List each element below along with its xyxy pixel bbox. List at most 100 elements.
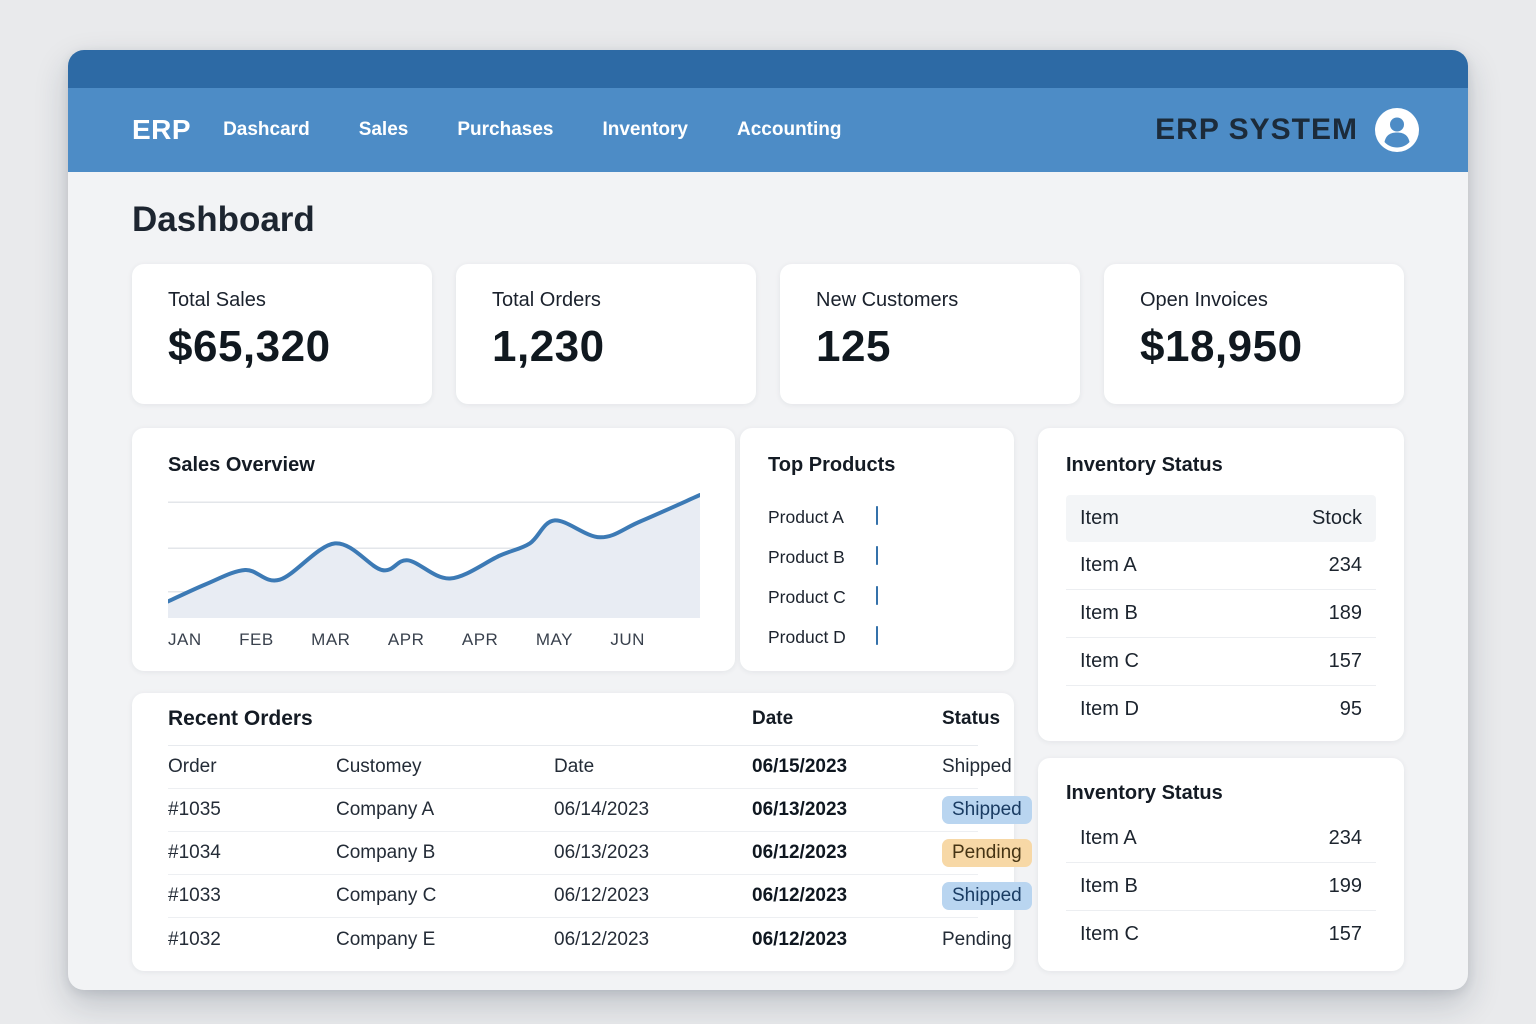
x-tick: FEB xyxy=(239,630,274,649)
nav-item-accounting[interactable]: Accounting xyxy=(737,119,842,140)
column-header-date: Date xyxy=(752,708,794,729)
bar-label: Product B xyxy=(768,546,845,567)
status-badge: Shipped xyxy=(942,796,1032,824)
dashboard-content: Dashboard Total Sales $65,320 Total Orde… xyxy=(68,172,1468,971)
stat-label: Total Sales xyxy=(168,289,266,311)
cell-item: Item B xyxy=(1080,875,1138,897)
cell-stock: 199 xyxy=(1328,875,1362,897)
cell-order: #1032 xyxy=(168,928,221,950)
cell-stock: 234 xyxy=(1328,827,1362,849)
cell-item: Item C xyxy=(1080,650,1139,672)
cell-date2: 06/13/2023 xyxy=(752,799,848,820)
table-row[interactable]: #1033 Company C 06/12/2023 06/12/2023 Sh… xyxy=(168,875,1032,918)
cell-customer: Company E xyxy=(336,928,436,950)
bar-row-product-b: Product B xyxy=(768,537,990,577)
cell-item: Item C xyxy=(1080,923,1139,945)
cell-stock: 157 xyxy=(1328,650,1362,672)
cell-customer: Company A xyxy=(336,799,435,820)
status-badge: Shipped xyxy=(942,882,1032,910)
user-avatar-icon[interactable] xyxy=(1374,107,1420,153)
stat-label: Total Orders xyxy=(492,289,601,311)
recent-orders-header: Recent Orders Date Status xyxy=(168,693,1000,746)
cell-item: Item D xyxy=(1080,698,1139,720)
table-row[interactable]: Item D 95 xyxy=(1066,686,1376,733)
stat-card-open-invoices: Open Invoices $18,950 xyxy=(1104,264,1404,404)
cell-date2: 06/15/2023 xyxy=(752,756,848,777)
bar-product-d xyxy=(876,626,878,645)
table-row[interactable]: Item C 157 xyxy=(1066,638,1376,686)
bar-row-product-c: Product C xyxy=(768,577,990,617)
cell-item: Item B xyxy=(1080,602,1138,624)
cell-date: 06/14/2023 xyxy=(554,799,650,820)
cell-item: Item A xyxy=(1080,827,1137,849)
table-row[interactable]: Item B 189 xyxy=(1066,590,1376,638)
stat-label: New Customers xyxy=(816,289,959,311)
cell-status: Shipped xyxy=(942,756,1012,777)
sales-overview-card: Sales Overview JAN FEB MAR APR APR MAY J… xyxy=(132,428,735,671)
nav-item-purchases[interactable]: Purchases xyxy=(457,119,554,140)
inventory-table: Item Stock Item A 234 Item B 189 Item xyxy=(1066,495,1376,733)
column-header-status: Status xyxy=(942,708,1001,729)
table-row[interactable]: #1035 Company A 06/14/2023 06/13/2023 Sh… xyxy=(168,789,1032,832)
top-products-card: Top Products Product A Product B xyxy=(740,428,1014,671)
stat-cards-row: Total Sales $65,320 Total Orders 1,230 N… xyxy=(132,264,1404,404)
table-row[interactable]: Item A 234 xyxy=(1066,815,1376,863)
column-header-stock: Stock xyxy=(1311,507,1362,529)
table-row[interactable]: #1034 Company B 06/13/2023 06/12/2023 Pe… xyxy=(168,832,1032,875)
column-header-item: Item xyxy=(1080,507,1119,529)
sales-line-chart: JAN FEB MAR APR APR MAY JUN xyxy=(168,493,700,650)
status-badge: Pending xyxy=(942,928,1012,950)
cell-date: 06/13/2023 xyxy=(554,842,650,863)
nav-item-sales[interactable]: Sales xyxy=(358,119,409,140)
cell-date2: 06/12/2023 xyxy=(752,885,848,906)
bar-label: Product C xyxy=(768,586,846,607)
x-tick: APR xyxy=(387,630,425,649)
cell-date2: 06/12/2023 xyxy=(752,842,848,863)
top-navbar: ERP Dashcard Sales Purchases Inventory A… xyxy=(68,88,1468,172)
table-row[interactable]: Item C 157 xyxy=(1066,911,1376,958)
top-products-bar-chart: Product A Product B Product C xyxy=(768,497,990,657)
page-title: Dashboard xyxy=(132,200,315,239)
stat-value: 1,230 xyxy=(492,322,605,371)
bar-product-b xyxy=(876,546,878,565)
table-row[interactable]: Item A 234 xyxy=(1066,542,1376,590)
cell-date: Date xyxy=(554,756,595,777)
inventory-status-title: Inventory Status xyxy=(1066,454,1223,476)
nav-item-dashcard[interactable]: Dashcard xyxy=(223,119,310,140)
app-window: ERP Dashcard Sales Purchases Inventory A… xyxy=(68,50,1468,990)
stat-card-new-customers: New Customers 125 xyxy=(780,264,1080,404)
brand-logo[interactable]: ERP xyxy=(132,114,192,145)
cell-stock: 189 xyxy=(1328,602,1362,624)
recent-orders-card: Recent Orders Date Status Order Customey… xyxy=(132,693,1032,971)
bar-row-product-d: Product D xyxy=(768,617,990,657)
bar-label: Product A xyxy=(768,506,844,527)
stat-value: 125 xyxy=(816,322,891,371)
inventory-rows: Item A 234 Item B 199 Item C 157 xyxy=(1066,815,1376,958)
cell-customer: Company C xyxy=(336,885,437,906)
status-badge: Pending xyxy=(942,839,1032,867)
inventory-status-card-2: Inventory Status Item A 234 Item B 199 I… xyxy=(1038,758,1404,971)
cell-order: #1035 xyxy=(168,799,221,820)
inventory-table-header: Item Stock xyxy=(1066,495,1376,542)
table-row[interactable]: #1032 Company E 06/12/2023 06/12/2023 Pe… xyxy=(168,918,1012,961)
x-tick: JAN xyxy=(168,630,202,649)
nav-item-inventory[interactable]: Inventory xyxy=(602,119,688,140)
stat-label: Open Invoices xyxy=(1140,289,1268,311)
top-products-title: Top Products xyxy=(768,454,896,476)
bar-product-a xyxy=(876,506,878,525)
cell-date: 06/12/2023 xyxy=(554,928,650,950)
cell-order: Order xyxy=(168,756,217,777)
table-row[interactable]: Item B 199 xyxy=(1066,863,1376,911)
nav-menu: Dashcard Sales Purchases Inventory Accou… xyxy=(223,119,841,141)
cell-customer: Customey xyxy=(336,756,422,777)
cell-order: #1034 xyxy=(168,842,221,863)
x-tick: MAR xyxy=(311,630,351,649)
stat-value: $18,950 xyxy=(1140,322,1303,371)
cell-stock: 95 xyxy=(1339,698,1362,720)
x-tick: APR xyxy=(461,630,499,649)
x-tick: MAY xyxy=(535,630,573,649)
cell-order: #1033 xyxy=(168,885,221,906)
sales-overview-title: Sales Overview xyxy=(168,454,315,476)
x-tick: JUN xyxy=(610,630,645,649)
stat-card-total-orders: Total Orders 1,230 xyxy=(456,264,756,404)
